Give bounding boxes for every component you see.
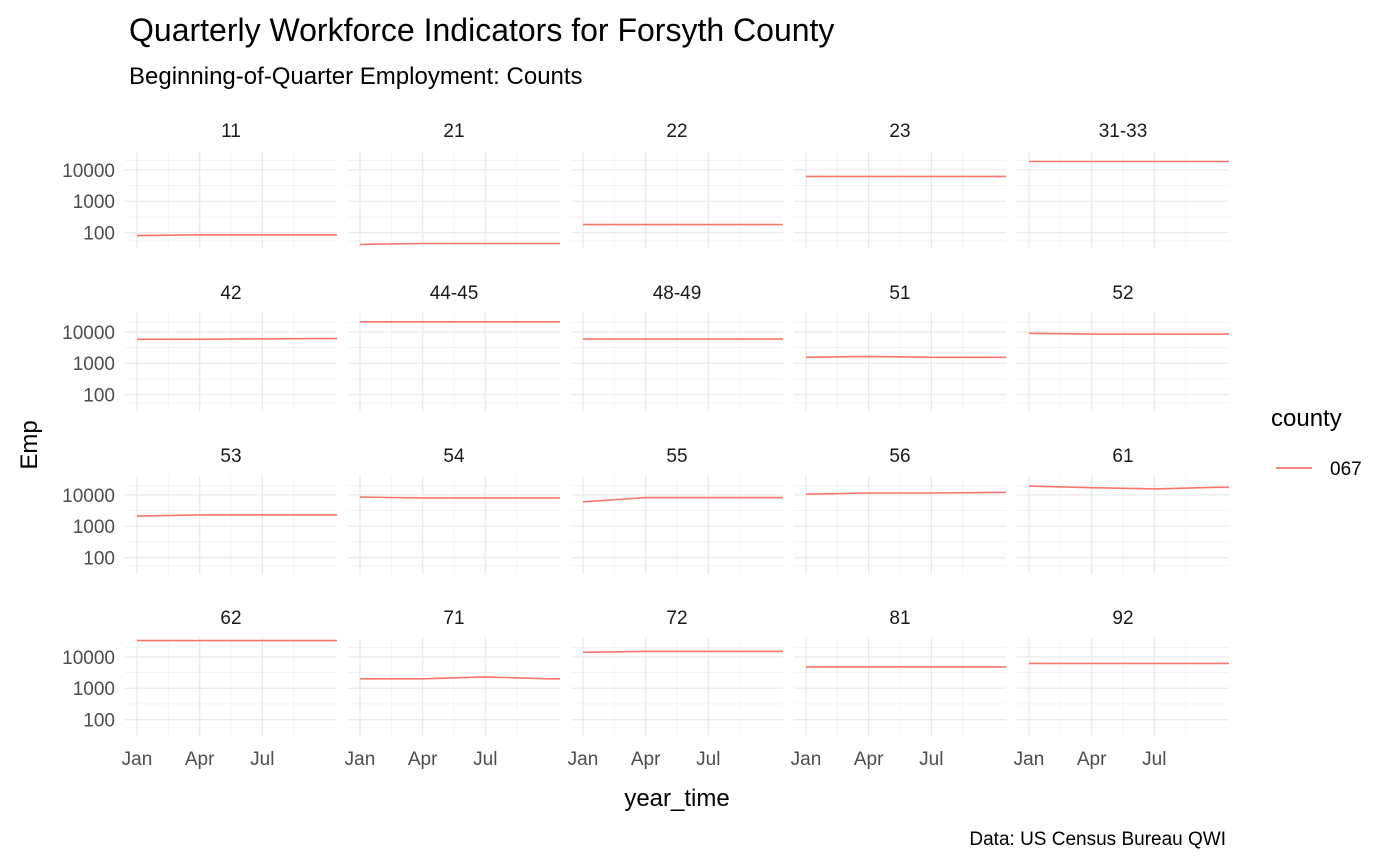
series-line (805, 355, 1006, 359)
y-tick-label: 1000 (73, 192, 115, 213)
y-tick-label: 10000 (62, 323, 115, 344)
x-tick-label: Jan (1014, 749, 1045, 770)
series-line (1028, 332, 1229, 335)
series-line (582, 650, 783, 654)
facet-panel: 53 100 1000 10000 (62, 446, 337, 574)
facet-strip-label: 61 (1112, 446, 1133, 467)
y-axis-label: Emp (16, 420, 43, 469)
x-tick-label: Apr (631, 749, 661, 770)
facet-panel: 56 (794, 446, 1006, 574)
x-tick-label: Apr (1077, 749, 1107, 770)
facet-panel: 31-33 (1017, 121, 1229, 249)
legend-label: 067 (1330, 459, 1362, 480)
facet-strip-label: 23 (889, 121, 910, 142)
x-tick-label: Jan (791, 749, 822, 770)
facet-strip-label: 53 (220, 446, 241, 467)
facet-panel: 92 Jan Apr Jul (1014, 608, 1229, 770)
facet-strip-label: 92 (1112, 608, 1133, 629)
x-tick-label: Jan (345, 749, 376, 770)
facet-strip-label: 72 (666, 608, 687, 629)
facet-panel: 62 100 1000 10000 Jan Apr Jul (62, 608, 337, 770)
legend-title: county (1271, 405, 1342, 432)
facet-panel: 72 Jan Apr Jul (568, 608, 783, 770)
x-tick-label: Jan (122, 749, 153, 770)
facet-strip-label: 44-45 (430, 283, 479, 304)
series-line (137, 337, 337, 341)
facet-strip-label: 21 (443, 121, 464, 142)
facet-panel: 23 (794, 121, 1006, 249)
series-line (582, 496, 783, 503)
series-line (360, 676, 560, 680)
facet-strip-label: 48-49 (653, 283, 702, 304)
x-tick-label: Jul (473, 749, 497, 770)
facet-panel: 81 Jan Apr Jul (791, 608, 1006, 770)
facet-strip-label: 22 (666, 121, 687, 142)
series-line (136, 234, 337, 237)
series-line (359, 496, 560, 499)
y-tick-label: 1000 (73, 679, 115, 700)
y-tick-label: 100 (83, 711, 115, 732)
series-line (1028, 485, 1229, 490)
facet-panel: 55 (571, 446, 783, 574)
y-tick-label: 10000 (62, 648, 115, 669)
facet-strip-label: 54 (443, 446, 465, 467)
series-line (136, 514, 337, 517)
y-tick-label: 1000 (73, 517, 115, 538)
facet-panel: 54 (348, 446, 560, 574)
x-tick-label: Apr (185, 749, 215, 770)
facet-strip-label: 52 (1112, 283, 1133, 304)
facet-panel: 44-45 (348, 283, 560, 411)
facet-panel: 51 (794, 283, 1006, 411)
series-line (359, 242, 560, 246)
facet-panel: 22 (571, 121, 783, 249)
facet-strip-label: 55 (666, 446, 687, 467)
y-tick-label: 100 (83, 224, 115, 245)
x-tick-label: Jul (696, 749, 720, 770)
x-tick-label: Apr (854, 749, 884, 770)
x-tick-label: Jan (568, 749, 599, 770)
facet-strip-label: 81 (889, 608, 910, 629)
facet-strip-label: 42 (220, 283, 241, 304)
x-axis-label: year_time (624, 785, 729, 812)
facet-strip-label: 56 (889, 446, 910, 467)
facet-strip-label: 62 (220, 608, 241, 629)
y-tick-label: 10000 (62, 486, 115, 507)
facet-panel: 48-49 (571, 283, 783, 411)
y-tick-label: 10000 (62, 161, 115, 182)
legend: 067 (1276, 459, 1362, 480)
chart-subtitle: Beginning-of-Quarter Employment: Counts (129, 63, 583, 90)
x-tick-label: Jul (250, 749, 274, 770)
facet-panel: 42 100 1000 10000 (62, 283, 337, 411)
facet-panel: 21 (348, 121, 560, 249)
y-tick-label: 100 (83, 386, 115, 407)
facet-panel: 71 Jan Apr Jul (345, 608, 560, 770)
facet-strip-label: 51 (889, 283, 910, 304)
facet-panel: 11 100 1000 10000 (62, 121, 337, 249)
facet-strip-label: 31-33 (1099, 121, 1148, 142)
x-tick-label: Jul (1142, 749, 1166, 770)
facet-panel: 61 (1017, 446, 1229, 574)
chart-title: Quarterly Workforce Indicators for Forsy… (129, 12, 834, 48)
facet-panel: 52 (1017, 283, 1229, 411)
x-tick-label: Jul (919, 749, 943, 770)
y-tick-label: 1000 (73, 354, 115, 375)
facet-strip-label: 71 (443, 608, 464, 629)
x-tick-label: Apr (408, 749, 438, 770)
series-line (805, 491, 1006, 495)
facet-strip-label: 11 (221, 121, 241, 142)
y-tick-label: 100 (83, 549, 115, 570)
chart-caption: Data: US Census Bureau QWI (969, 829, 1226, 850)
